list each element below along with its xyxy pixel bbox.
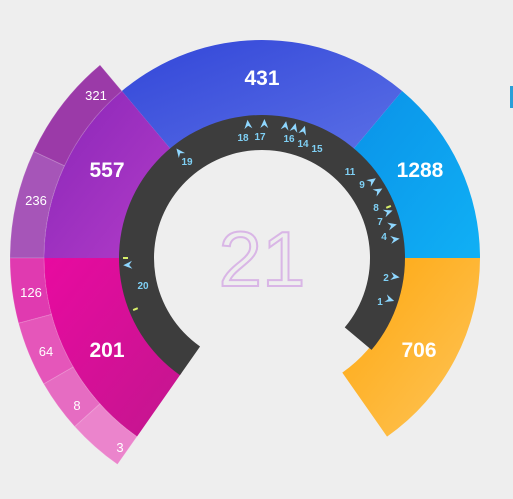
ring-marker-arrow-15 [298, 125, 306, 136]
segment-label-557: 557 [89, 159, 124, 182]
segment-1288 [351, 91, 480, 258]
outer-label-321: 321 [85, 88, 107, 103]
segment-label-706: 706 [401, 339, 436, 362]
ring-marker-label-19: 19 [181, 157, 193, 168]
ring-marker-arrow-2 [390, 272, 400, 281]
ring-marker-label-16: 16 [283, 134, 295, 145]
segment-431 [121, 40, 403, 151]
ring-accent-mark [132, 307, 139, 311]
ring-marker-arrow-1 [384, 294, 395, 302]
segment-label-201: 201 [89, 339, 124, 362]
outer-segment-64 [17, 313, 74, 385]
ring-marker-label-15: 15 [311, 144, 323, 155]
outer-label-126: 126 [20, 285, 42, 300]
ring-marker-label-14: 14 [297, 139, 309, 150]
ring-marker-label-11: 11 [345, 167, 356, 178]
ring-marker-arrow-17 [260, 119, 269, 129]
ring-marker-arrow-4 [390, 235, 400, 244]
segment-label-1288: 1288 [397, 159, 444, 182]
outer-label-3: 3 [116, 440, 123, 455]
ring-marker-label-4: 4 [381, 232, 387, 243]
ring-marker-arrow-18 [244, 119, 253, 130]
ring-marker-label-20: 20 [137, 281, 149, 292]
outer-label-236: 236 [25, 193, 47, 208]
ring-marker-label-1: 1 [377, 297, 383, 308]
ring-marker-arrow-8 [382, 209, 393, 218]
ring-marker-label-17: 17 [254, 132, 266, 143]
ring-marker-label-7: 7 [377, 217, 383, 228]
ring-marker-arrow-20 [123, 260, 133, 269]
ring-marker-label-18: 18 [237, 133, 249, 144]
outer-label-64: 64 [39, 344, 53, 359]
ring-marker-arrow-16 [280, 121, 289, 131]
segment-201 [44, 258, 182, 437]
ring-marker-arrow-14 [289, 123, 298, 133]
outer-label-8: 8 [73, 398, 80, 413]
ring-marker-label-8: 8 [373, 203, 379, 214]
edge-strip [510, 86, 513, 108]
ring-accent-mark [385, 205, 392, 209]
center-value: 21 [219, 215, 306, 303]
outer-segment-236 [9, 150, 66, 259]
segment-706 [342, 258, 480, 437]
ring-marker-arrow-11 [366, 178, 376, 187]
ring-marker-arrow-9 [372, 188, 383, 197]
outer-segment-321 [32, 64, 123, 167]
ring-marker-arrow-7 [387, 222, 397, 231]
ring-marker-label-9: 9 [359, 180, 365, 191]
segment-label-431: 431 [244, 67, 279, 90]
outer-segment-126 [9, 257, 53, 324]
segment-557 [44, 91, 173, 258]
outer-segment-3 [74, 403, 138, 466]
ring-marker-arrow-19 [176, 148, 186, 159]
ring-marker-label-2: 2 [383, 273, 389, 284]
outer-segment-8 [43, 366, 101, 428]
